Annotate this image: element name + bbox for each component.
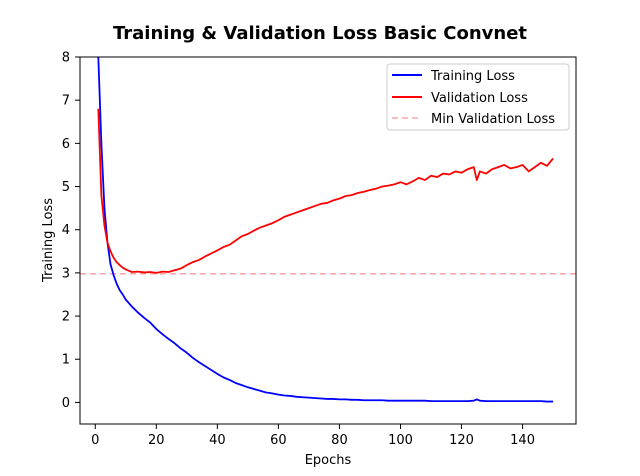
legend-label-validation-loss: Validation Loss bbox=[431, 91, 528, 106]
y-tick-label: 0 bbox=[62, 396, 70, 411]
y-tick-label: 2 bbox=[62, 310, 70, 325]
y-tick-label: 8 bbox=[62, 51, 70, 66]
y-tick-label: 4 bbox=[62, 223, 70, 238]
plot-frame bbox=[79, 56, 577, 425]
y-tick-label: 5 bbox=[62, 180, 70, 195]
x-tick-label: 140 bbox=[510, 433, 535, 448]
legend-box bbox=[386, 63, 570, 131]
legend-label-min-validation-loss: Min Validation Loss bbox=[431, 112, 555, 127]
x-tick-label: 120 bbox=[449, 433, 474, 448]
series-group bbox=[97, 57, 554, 403]
legend-label-training-loss: Training Loss bbox=[430, 69, 515, 84]
y-tick-label: 7 bbox=[62, 94, 70, 109]
y-tick-label: 6 bbox=[62, 137, 70, 152]
plot-area bbox=[79, 56, 577, 425]
legend: Training Loss Validation Loss Min Valida… bbox=[386, 63, 570, 131]
x-tick-label: 0 bbox=[91, 433, 99, 448]
series-line-training-loss bbox=[97, 57, 554, 403]
y-tick-label: 3 bbox=[62, 266, 70, 281]
x-axis-label: Epochs bbox=[305, 453, 352, 468]
y-tick-label: 1 bbox=[62, 353, 70, 368]
y-axis-label: Training Loss bbox=[41, 198, 56, 283]
x-tick-label: 40 bbox=[209, 433, 226, 448]
series-line-validation-loss bbox=[97, 108, 554, 274]
x-tick-label: 20 bbox=[148, 433, 165, 448]
chart-title: Training & Validation Loss Basic Convnet bbox=[113, 23, 527, 44]
x-tick-label: 80 bbox=[331, 433, 348, 448]
x-tick-label: 100 bbox=[388, 433, 413, 448]
x-tick-label: 60 bbox=[270, 433, 287, 448]
y-axis: 0 1 2 3 4 5 6 7 8 bbox=[62, 51, 80, 411]
x-axis: 0 20 40 60 80 100 120 140 bbox=[91, 424, 535, 448]
